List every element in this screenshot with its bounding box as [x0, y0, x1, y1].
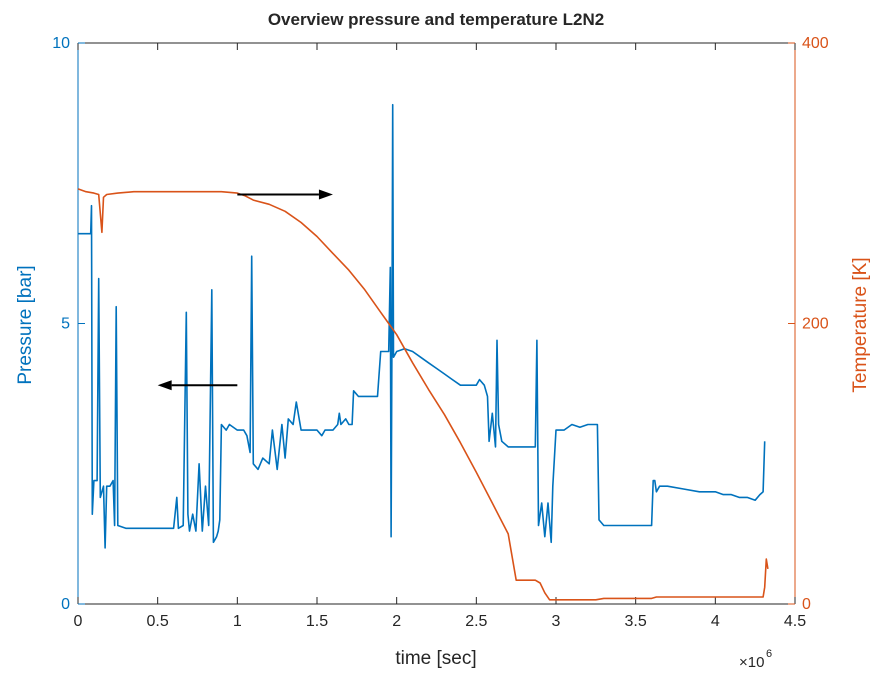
left-y-tick-label: 0 — [61, 596, 70, 613]
chart-title: Overview pressure and temperature L2N2 — [268, 10, 604, 29]
left-y-tick-label: 5 — [61, 316, 70, 333]
x-axis-exponent: 6 — [766, 648, 772, 660]
temperature-series-line — [77, 188, 769, 601]
x-tick-label: 4 — [711, 613, 720, 630]
x-axis-exponent-base: ×10 — [739, 654, 764, 671]
arrow-to-left-axis-head — [157, 380, 172, 391]
x-tick-label: 4.5 — [784, 613, 806, 630]
x-tick-label: 1 — [233, 613, 242, 630]
right-y-axis-label: Temperature [K] — [850, 257, 871, 392]
right-y-tick-label: 400 — [802, 35, 829, 52]
x-tick-label: 0.5 — [147, 613, 169, 630]
x-tick-label: 0 — [74, 613, 83, 630]
x-tick-label: 2.5 — [465, 613, 487, 630]
arrow-to-right-axis-head — [318, 189, 333, 200]
x-tick-label: 3 — [552, 613, 561, 630]
left-y-axis-label: Pressure [bar] — [15, 265, 36, 384]
right-y-tick-label: 0 — [802, 596, 811, 613]
x-tick-label: 1.5 — [306, 613, 328, 630]
pressure-series-line — [78, 103, 766, 549]
x-tick-label: 2 — [392, 613, 401, 630]
left-y-tick-label: 10 — [52, 35, 70, 52]
x-tick-label: 3.5 — [625, 613, 647, 630]
right-y-tick-label: 200 — [802, 316, 829, 333]
x-axis-label: time [sec] — [395, 648, 476, 669]
